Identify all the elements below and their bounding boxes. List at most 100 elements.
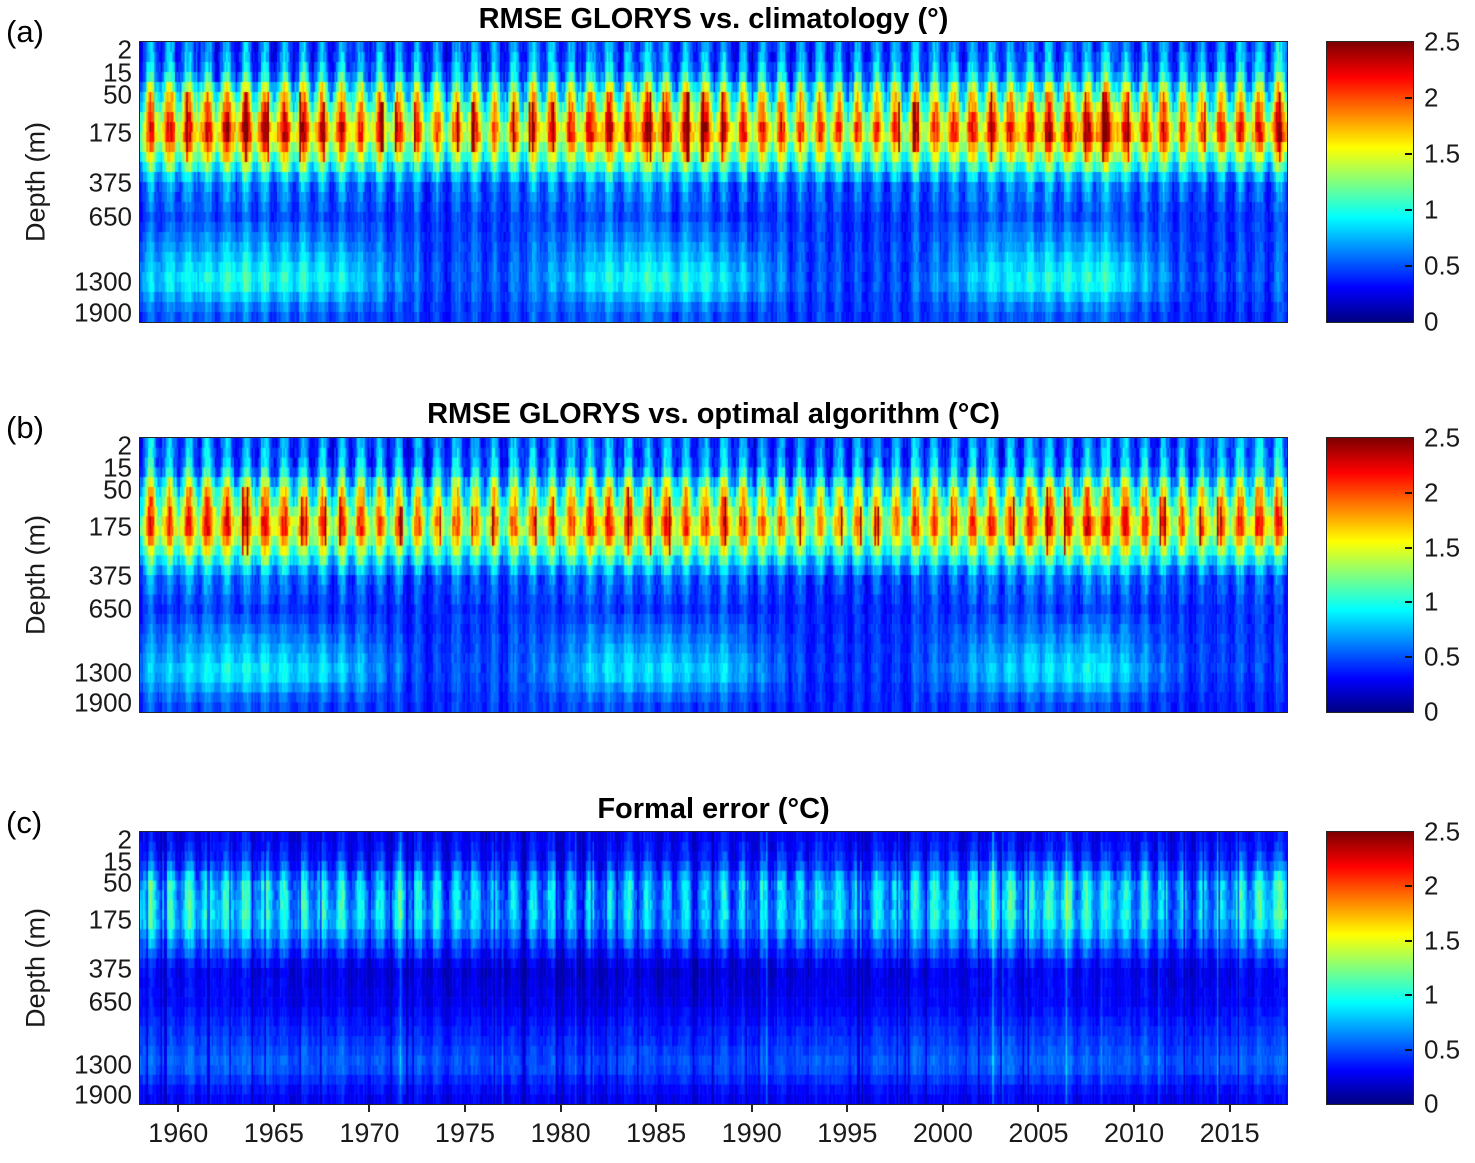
colorbar-tick-label: 0.5 bbox=[1424, 250, 1461, 281]
y-axis-label-c: Depth (m) bbox=[20, 907, 51, 1029]
y-tick-label: 1900 bbox=[74, 297, 132, 328]
y-tick-label: 375 bbox=[88, 953, 132, 984]
colorbar-b bbox=[1326, 437, 1414, 713]
y-tick-label: 1300 bbox=[74, 1049, 132, 1080]
x-tick-label: 1970 bbox=[339, 1118, 400, 1148]
y-tick-label: 15 bbox=[103, 452, 132, 483]
x-tick-label: 1995 bbox=[817, 1118, 878, 1148]
panel-letter-c: (c) bbox=[6, 805, 43, 840]
colorbar-tick-label: 0 bbox=[1424, 696, 1439, 727]
heatmap-panel-b bbox=[139, 437, 1288, 713]
colorbar-tick-mark bbox=[1405, 491, 1412, 494]
colorbar-tick-label: 0.5 bbox=[1424, 1034, 1461, 1065]
y-tick-label: 1900 bbox=[74, 687, 132, 718]
colorbar-c bbox=[1326, 831, 1414, 1105]
colorbar-tick-label: 0 bbox=[1424, 306, 1439, 337]
colorbar-tick-mark bbox=[1405, 97, 1412, 99]
colorbar-tick-mark bbox=[1405, 656, 1412, 659]
y-tick-label: 50 bbox=[103, 79, 132, 110]
x-tick-label: 2010 bbox=[1104, 1118, 1165, 1148]
y-tick-label: 175 bbox=[88, 904, 132, 935]
colorbar-tick-label: 1 bbox=[1424, 979, 1439, 1010]
y-tick-label: 1900 bbox=[74, 1079, 132, 1110]
colorbar-tick-label: 2.5 bbox=[1424, 422, 1461, 453]
colorbar-canvas-b bbox=[1327, 438, 1413, 712]
colorbar-tick-label: 1.5 bbox=[1424, 925, 1461, 956]
heatmap-panel-a bbox=[139, 41, 1288, 323]
panel-letter-b: (b) bbox=[6, 410, 44, 445]
x-tick-label: 2005 bbox=[1008, 1118, 1069, 1148]
colorbar-canvas-a bbox=[1327, 42, 1413, 322]
y-tick-label: 50 bbox=[103, 474, 132, 505]
colorbar-tick-label: 1 bbox=[1424, 586, 1439, 617]
x-tick-label: 2000 bbox=[912, 1118, 973, 1148]
y-tick-label: 2 bbox=[117, 34, 132, 65]
colorbar-tick-mark bbox=[1405, 265, 1412, 267]
y-tick-label: 50 bbox=[103, 867, 132, 898]
colorbar-tick-label: 2 bbox=[1424, 477, 1439, 508]
colorbar-tick-mark bbox=[1405, 546, 1412, 549]
y-tick-label: 1300 bbox=[74, 657, 132, 688]
x-tick-label: 1985 bbox=[626, 1118, 687, 1148]
y-tick-label: 2 bbox=[117, 430, 132, 461]
colorbar-tick-label: 2 bbox=[1424, 870, 1439, 901]
colorbar-canvas-c bbox=[1327, 832, 1413, 1104]
x-tick-mark bbox=[750, 1105, 753, 1112]
x-tick-label: 2015 bbox=[1199, 1118, 1260, 1148]
colorbar-tick-mark bbox=[1405, 209, 1412, 211]
colorbar-tick-mark bbox=[1405, 1048, 1412, 1051]
x-tick-mark bbox=[177, 1105, 180, 1112]
colorbar-tick-label: 1.5 bbox=[1424, 138, 1461, 169]
colorbar-tick-mark bbox=[1405, 601, 1412, 604]
heatmap-panel-c bbox=[139, 831, 1288, 1105]
y-tick-label: 375 bbox=[88, 560, 132, 591]
x-tick-mark bbox=[463, 1105, 466, 1112]
panel-title-b: RMSE GLORYS vs. optimal algorithm (°C) bbox=[427, 398, 1000, 430]
colorbar-tick-label: 0 bbox=[1424, 1088, 1439, 1119]
x-tick-label: 1975 bbox=[434, 1118, 495, 1148]
y-axis-label-a: Depth (m) bbox=[20, 121, 51, 243]
panel-title-c: Formal error (°C) bbox=[597, 793, 830, 825]
x-tick-mark bbox=[559, 1105, 562, 1112]
y-tick-label: 2 bbox=[117, 824, 132, 855]
heatmap-canvas-c bbox=[140, 832, 1287, 1104]
y-tick-label: 650 bbox=[88, 986, 132, 1017]
colorbar-tick-label: 1 bbox=[1424, 194, 1439, 225]
y-tick-label: 650 bbox=[88, 201, 132, 232]
x-tick-label: 1960 bbox=[148, 1118, 209, 1148]
y-tick-label: 175 bbox=[88, 511, 132, 542]
x-tick-label: 1965 bbox=[243, 1118, 304, 1148]
y-axis-label-b: Depth (m) bbox=[20, 514, 51, 636]
x-tick-mark bbox=[1133, 1105, 1136, 1112]
colorbar-tick-label: 0.5 bbox=[1424, 641, 1461, 672]
x-tick-label: 1980 bbox=[530, 1118, 591, 1148]
colorbar-tick-label: 2.5 bbox=[1424, 26, 1461, 57]
y-tick-label: 1300 bbox=[74, 266, 132, 297]
panel-title-a: RMSE GLORYS vs. climatology (°) bbox=[478, 3, 949, 35]
colorbar-tick-mark bbox=[1405, 994, 1412, 997]
colorbar-tick-label: 2 bbox=[1424, 82, 1439, 113]
x-tick-mark bbox=[1228, 1105, 1231, 1112]
panel-letter-a: (a) bbox=[6, 14, 44, 49]
x-tick-mark bbox=[846, 1105, 849, 1112]
colorbar-tick-mark bbox=[1405, 939, 1412, 942]
y-tick-label: 15 bbox=[103, 57, 132, 88]
x-tick-mark bbox=[1037, 1105, 1040, 1112]
heatmap-canvas-a bbox=[140, 42, 1287, 322]
x-tick-mark bbox=[368, 1105, 371, 1112]
y-tick-label: 375 bbox=[88, 167, 132, 198]
colorbar-tick-mark bbox=[1405, 885, 1412, 888]
heatmap-canvas-b bbox=[140, 438, 1287, 712]
colorbar-tick-label: 1.5 bbox=[1424, 532, 1461, 563]
x-tick-label: 1990 bbox=[721, 1118, 782, 1148]
x-tick-mark bbox=[941, 1105, 944, 1112]
x-tick-mark bbox=[272, 1105, 275, 1112]
y-tick-label: 650 bbox=[88, 593, 132, 624]
x-tick-mark bbox=[655, 1105, 658, 1112]
colorbar-a bbox=[1326, 41, 1414, 323]
colorbar-tick-label: 2.5 bbox=[1424, 816, 1461, 847]
y-tick-label: 175 bbox=[88, 117, 132, 148]
colorbar-tick-mark bbox=[1405, 153, 1412, 155]
y-tick-label: 15 bbox=[103, 846, 132, 877]
